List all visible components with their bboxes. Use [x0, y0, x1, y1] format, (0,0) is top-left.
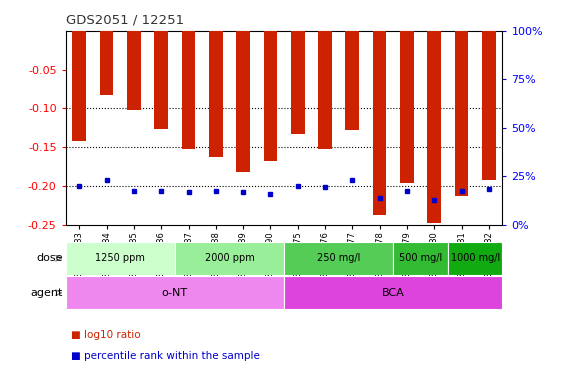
- Bar: [127, 31, 140, 110]
- Text: 250 mg/l: 250 mg/l: [317, 253, 360, 263]
- Text: GDS2051 / 12251: GDS2051 / 12251: [66, 14, 184, 27]
- Text: dose: dose: [37, 253, 63, 263]
- Text: ■ log10 ratio: ■ log10 ratio: [71, 330, 141, 340]
- Text: 500 mg/l: 500 mg/l: [399, 253, 442, 263]
- Text: ■ percentile rank within the sample: ■ percentile rank within the sample: [71, 351, 260, 361]
- Bar: [264, 31, 278, 161]
- Bar: [66, 242, 175, 275]
- Bar: [284, 276, 502, 309]
- Bar: [448, 242, 502, 275]
- Bar: [428, 31, 441, 223]
- Bar: [66, 276, 284, 309]
- Bar: [345, 31, 359, 130]
- Bar: [236, 31, 250, 172]
- Bar: [73, 31, 86, 141]
- Text: o-NT: o-NT: [162, 288, 188, 298]
- Bar: [482, 31, 496, 180]
- Bar: [373, 31, 387, 215]
- Text: BCA: BCA: [382, 288, 405, 298]
- Bar: [291, 31, 304, 134]
- Bar: [182, 31, 195, 149]
- Bar: [284, 242, 393, 275]
- Text: 1000 mg/l: 1000 mg/l: [451, 253, 500, 263]
- Bar: [209, 31, 223, 157]
- Bar: [154, 31, 168, 129]
- Bar: [318, 31, 332, 149]
- Bar: [400, 31, 414, 183]
- Bar: [455, 31, 468, 196]
- Bar: [175, 242, 284, 275]
- Text: 2000 ppm: 2000 ppm: [204, 253, 254, 263]
- Text: agent: agent: [30, 288, 63, 298]
- Bar: [393, 242, 448, 275]
- Text: 1250 ppm: 1250 ppm: [95, 253, 145, 263]
- Bar: [100, 31, 114, 95]
